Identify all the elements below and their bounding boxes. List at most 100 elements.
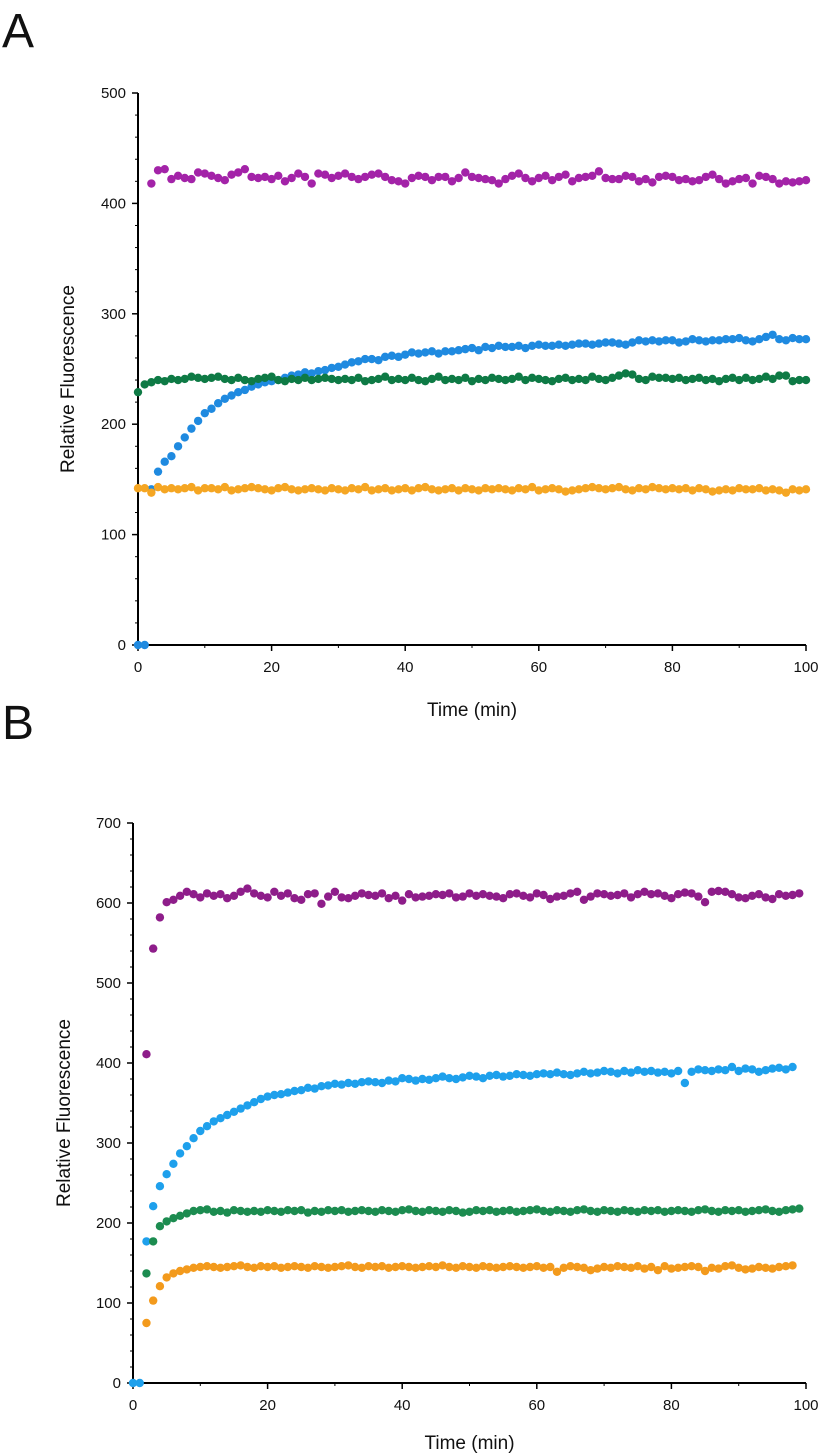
- data-point: [380, 484, 390, 493]
- data-point: [505, 1262, 515, 1271]
- data-point: [534, 486, 543, 495]
- data-point: [148, 1237, 158, 1246]
- data-point: [701, 375, 710, 385]
- data-point: [788, 485, 797, 494]
- data-point: [681, 337, 690, 346]
- data-point: [594, 167, 604, 176]
- data-point: [200, 408, 209, 418]
- data-point: [142, 1050, 151, 1059]
- data-point: [256, 1207, 266, 1217]
- data-point: [461, 168, 470, 177]
- data-point: [216, 1114, 225, 1123]
- data-point: [614, 174, 624, 184]
- data-point: [700, 898, 710, 907]
- data-point: [588, 482, 597, 492]
- data-point: [377, 889, 387, 898]
- data-point: [498, 1072, 508, 1081]
- data-point: [788, 1205, 797, 1214]
- data-point: [539, 1206, 548, 1216]
- data-point: [620, 1066, 629, 1076]
- data-point: [387, 351, 397, 360]
- data-point: [505, 1206, 515, 1215]
- data-point: [688, 334, 697, 344]
- data-point: [552, 892, 562, 901]
- data-point: [654, 484, 664, 493]
- data-point: [579, 1205, 589, 1214]
- data-point: [613, 1069, 622, 1078]
- data-point: [694, 1262, 703, 1272]
- data-point: [236, 1104, 245, 1113]
- data-point: [728, 177, 737, 186]
- data-point: [519, 1070, 528, 1080]
- data-point: [303, 1263, 313, 1273]
- data-point: [688, 374, 697, 384]
- data-point: [364, 1262, 373, 1271]
- data-point: [243, 1262, 252, 1272]
- data-point: [297, 1262, 306, 1272]
- data-point: [687, 1207, 696, 1217]
- data-point: [267, 372, 276, 381]
- data-point: [514, 341, 523, 351]
- data-point: [768, 485, 777, 494]
- data-point: [467, 376, 477, 386]
- data-point: [680, 1206, 690, 1216]
- data-point: [300, 373, 310, 383]
- data-point: [501, 342, 510, 352]
- data-point: [182, 1265, 192, 1274]
- data-point: [472, 1206, 481, 1215]
- data-point: [801, 176, 811, 185]
- data-point: [586, 1206, 595, 1216]
- data-point: [320, 373, 330, 383]
- y-tick-label: 0: [113, 1375, 121, 1392]
- data-point: [294, 486, 303, 495]
- data-point: [148, 944, 158, 953]
- data-point: [350, 891, 360, 900]
- data-point: [441, 172, 450, 182]
- data-point: [247, 376, 256, 386]
- data-point: [492, 1207, 501, 1217]
- data-point: [728, 486, 737, 495]
- data-point: [404, 1262, 414, 1272]
- data-point: [380, 172, 390, 182]
- data-point: [492, 1070, 501, 1080]
- data-point: [741, 336, 751, 345]
- data-point: [727, 890, 737, 899]
- data-point: [634, 374, 644, 384]
- data-point: [229, 891, 239, 900]
- data-point: [593, 1264, 602, 1273]
- data-point: [202, 1262, 212, 1271]
- data-point: [354, 357, 363, 366]
- data-point: [227, 486, 236, 495]
- data-point: [761, 172, 771, 182]
- data-point: [633, 1262, 642, 1271]
- data-point: [599, 1066, 609, 1076]
- data-point: [142, 1237, 151, 1246]
- data-point: [220, 394, 230, 404]
- data-point: [755, 171, 764, 180]
- data-point: [727, 1062, 737, 1072]
- data-point: [155, 1222, 165, 1231]
- data-point: [287, 485, 296, 494]
- data-point: [594, 484, 604, 493]
- data-point: [243, 1207, 252, 1217]
- data-point: [614, 371, 624, 380]
- series-green: [133, 369, 811, 397]
- data-point: [207, 373, 216, 383]
- data-point: [581, 484, 590, 493]
- data-point: [539, 1263, 548, 1273]
- data-point: [572, 1069, 582, 1078]
- data-point: [714, 1065, 723, 1074]
- data-point: [485, 1206, 494, 1215]
- data-point: [350, 1079, 360, 1089]
- data-point: [514, 484, 523, 493]
- data-point: [708, 374, 717, 384]
- data-point: [781, 488, 791, 497]
- data-point: [478, 890, 488, 899]
- data-point: [394, 374, 403, 384]
- data-point: [660, 1067, 669, 1077]
- data-point: [641, 375, 650, 385]
- data-point: [447, 347, 457, 356]
- data-point: [748, 179, 757, 188]
- data-point: [694, 336, 704, 345]
- data-point: [216, 1206, 225, 1216]
